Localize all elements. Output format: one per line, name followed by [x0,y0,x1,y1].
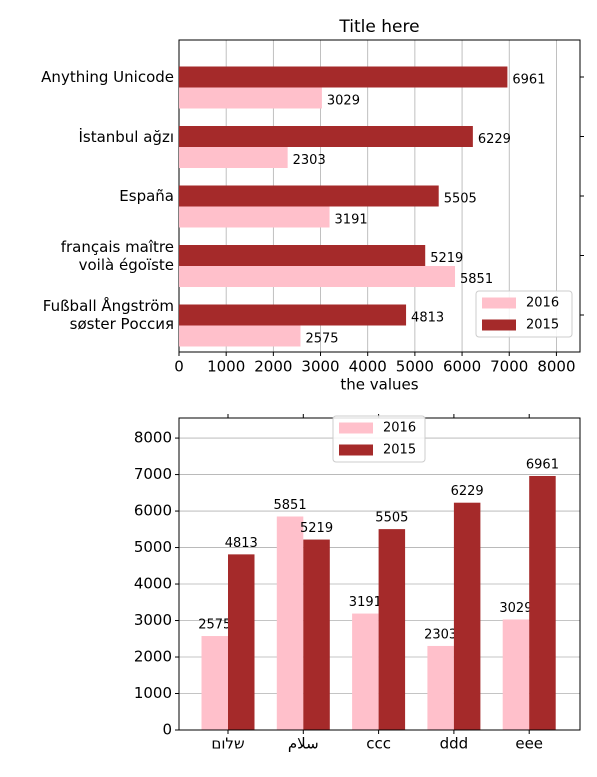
data-label: 3029 [327,94,360,109]
data-label: 6229 [451,484,484,499]
legend-swatch [339,444,373,456]
legend-label: 2016 [526,296,559,311]
legend-label: 2015 [383,443,416,458]
x-tick-label: 6000 [443,358,481,376]
bar [179,206,330,228]
bar [427,645,454,730]
data-label: 2575 [305,332,338,347]
bar [179,87,322,109]
y-tick-label: España [119,187,174,205]
x-tick-label: 8000 [537,358,575,376]
x-tick-label: 1000 [207,358,245,376]
data-label: 5219 [430,251,463,266]
bar [378,529,406,730]
x-tick-label: 0 [174,358,184,376]
data-label: 5505 [444,192,477,207]
legend-swatch [482,297,516,309]
x-tick-label: ccc [366,735,391,753]
bar [179,325,301,347]
x-tick-label: ddd [440,735,469,753]
y-tick-label: 3000 [134,611,172,629]
x-axis-label: the values [340,376,418,394]
bar [276,516,304,730]
bar [179,245,426,266]
y-tick-label: 6000 [134,502,172,520]
data-label: 5219 [300,521,333,536]
data-label: 5851 [460,272,493,287]
bar [179,147,288,168]
x-tick-label: 7000 [490,358,528,376]
chart-title: Title here [338,17,419,37]
y-tick-label: Fußball Ångström søster Россия [42,297,174,333]
y-tick-label: 8000 [134,429,172,447]
data-label: 6229 [478,132,511,147]
data-label: 6961 [512,73,545,88]
x-tick-label: سلام [288,735,319,753]
y-tick-label: 0 [162,721,172,739]
bar [502,619,530,730]
y-tick-label: 1000 [134,684,172,702]
bar [228,554,255,730]
bar [303,539,330,730]
data-label: 5505 [375,511,408,526]
x-tick-label: שלום [211,735,244,753]
x-tick-label: 5000 [396,358,434,376]
bar [179,126,473,147]
data-label: 3191 [335,213,368,228]
y-tick-label: Anything Unicode [41,68,174,86]
x-tick-label: 3000 [301,358,339,376]
bar [179,266,456,287]
y-tick-label: 7000 [134,465,172,483]
data-label: 6961 [526,457,559,472]
legend-swatch [482,319,516,331]
x-tick-label: 4000 [349,358,387,376]
data-label: 4813 [225,536,258,551]
bar [179,66,508,88]
data-label: 2303 [293,153,326,168]
x-tick-label: 2000 [254,358,292,376]
data-label: 4813 [411,311,444,326]
bar [179,304,407,326]
legend-label: 2015 [526,318,559,333]
data-label: 5851 [274,498,307,513]
y-tick-label: İstanbul ağzı [78,127,174,146]
legend-swatch [339,422,373,434]
legend-label: 2016 [383,421,416,436]
y-tick-label: 4000 [134,575,172,593]
y-tick-label: français maître voilà égoïste [60,237,174,274]
y-tick-label: 5000 [134,538,172,556]
data-label: 3191 [349,595,382,610]
bar [201,636,228,730]
bar [453,502,481,730]
bar [352,613,379,730]
data-label: 3029 [499,601,532,616]
x-tick-label: eee [515,735,543,753]
bar [529,475,556,730]
data-label: 2303 [424,627,457,642]
bar [179,185,439,207]
data-label: 2575 [198,618,231,633]
y-tick-label: 2000 [134,648,172,666]
